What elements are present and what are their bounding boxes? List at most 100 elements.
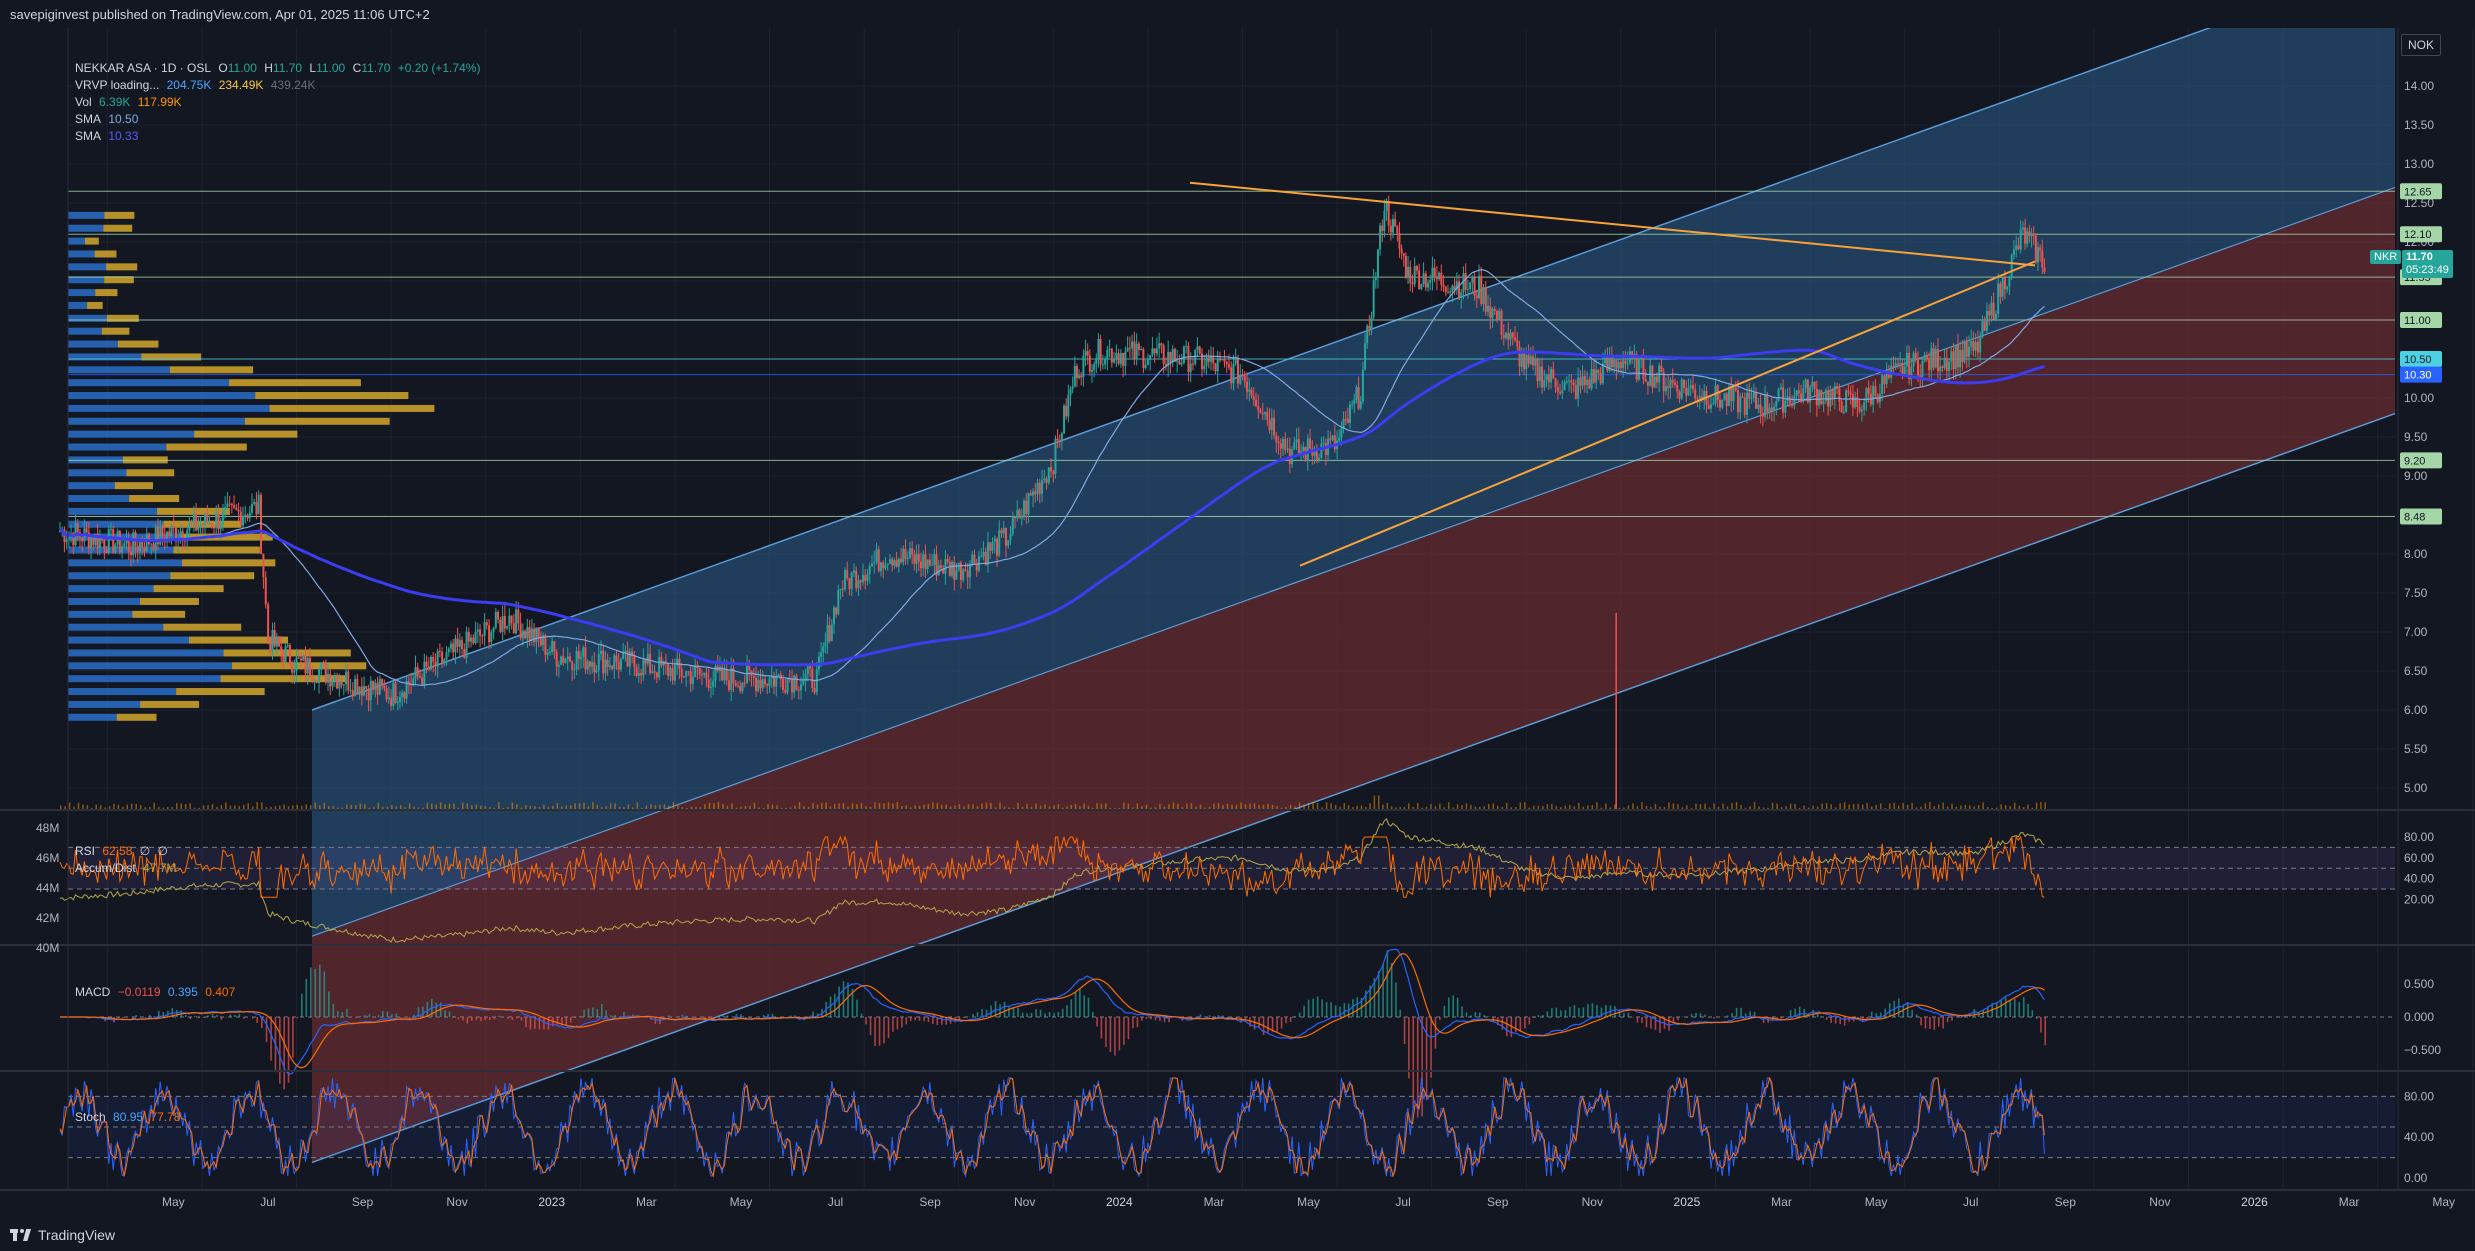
macd-hist-708 — [1641, 1017, 1643, 1024]
candle-body-80 — [237, 509, 240, 512]
currency-badge[interactable]: NOK — [2401, 34, 2442, 56]
candle-body-633 — [1471, 277, 1474, 283]
vol-bar-178 — [457, 807, 460, 810]
candle-body-515 — [1209, 355, 1212, 362]
time-tick-7: Jul — [828, 1195, 843, 1209]
candle-body-806 — [1860, 409, 1863, 412]
macd-hist-468 — [1105, 1017, 1107, 1048]
vol-bar-150 — [395, 806, 398, 810]
vol-bar-496 — [1168, 804, 1170, 810]
candle-body-697 — [1615, 360, 1618, 369]
vol-bar-386 — [923, 804, 925, 810]
macd-hist-678 — [1573, 1005, 1576, 1017]
legend-rsi[interactable]: RSI 62.58 ∅ ∅ — [75, 843, 172, 860]
macd-tick-1: 0.000 — [2404, 1010, 2434, 1024]
candle-body-453 — [1071, 386, 1074, 389]
macd-v3: 0.407 — [205, 985, 236, 999]
candle-body-867 — [1997, 283, 2000, 314]
vol-bar-470 — [1109, 807, 1112, 810]
candle-body-482 — [1135, 343, 1138, 360]
macd-hist-384 — [918, 1017, 921, 1021]
candle-body-539 — [1264, 412, 1267, 415]
candle-body-179 — [458, 640, 461, 647]
candle-body-492 — [1158, 343, 1161, 349]
candle-body-547 — [1282, 439, 1285, 449]
candle-body-67 — [208, 523, 211, 525]
legend-accum[interactable]: Accum/Dist 47.7M — [75, 860, 180, 877]
vol-bar-144 — [382, 806, 384, 810]
vol-bar-746 — [1726, 806, 1729, 810]
candle-body-601 — [1400, 248, 1403, 254]
candle-body-337 — [813, 687, 816, 693]
macd-hist-684 — [1587, 1004, 1589, 1017]
vol-bar-784 — [1812, 805, 1814, 810]
ad-tick-0: 48M — [36, 821, 59, 835]
vp-buy-23 — [68, 417, 245, 425]
candle-body-299 — [727, 680, 730, 691]
candle-body-182 — [465, 631, 468, 658]
macd-hist-480 — [1132, 1017, 1134, 1029]
macd-hist-248 — [614, 1015, 616, 1017]
candle-body-599 — [1396, 226, 1399, 234]
vol-bar-186 — [475, 804, 478, 810]
candle-body-297 — [723, 668, 726, 681]
vol-bar-664 — [1542, 806, 1544, 810]
candle-body-352 — [846, 569, 849, 579]
macd-hist-696 — [1614, 1006, 1616, 1017]
macd-hist-494 — [1163, 1017, 1166, 1023]
macd-hist-870 — [2004, 997, 2007, 1017]
vol-bar-542 — [1271, 804, 1274, 810]
legend-sma-fast[interactable]: SMA 10.50 — [75, 111, 142, 128]
legend-sma-slow[interactable]: SMA 10.33 — [75, 128, 142, 145]
candle-body-418 — [993, 538, 996, 542]
vol-bar-510 — [1199, 804, 1202, 810]
macd-hist-672 — [1560, 1010, 1562, 1017]
candle-body-637 — [1480, 275, 1483, 304]
candle-body-38 — [143, 547, 146, 552]
candle-body-736 — [1703, 391, 1706, 401]
candle-body-574 — [1342, 418, 1345, 428]
legend-main[interactable]: NEKKAR ASA · 1D · OSL O11.00 H11.70 L11.… — [75, 60, 484, 77]
candle-body-845 — [1948, 361, 1951, 371]
vol-bar-142 — [377, 803, 380, 810]
candle-body-725 — [1678, 391, 1681, 399]
candle-body-444 — [1052, 471, 1055, 474]
vol-bar-170 — [439, 802, 442, 810]
candle-body-177 — [454, 638, 457, 653]
candle-body-130 — [349, 690, 352, 692]
vol-bar-52 — [175, 803, 178, 810]
legend-vrvp[interactable]: VRVP loading... 204.75K 234.49K 439.24K — [75, 77, 319, 94]
candle-body-727 — [1682, 379, 1685, 388]
candle-body-279 — [682, 676, 685, 678]
candle-body-518 — [1216, 357, 1219, 372]
macd-hist-716 — [1659, 1017, 1661, 1033]
vol-bar-448 — [1061, 807, 1064, 810]
macd-hist-846 — [1951, 1017, 1953, 1021]
candle-body-812 — [1874, 385, 1877, 396]
vol-bar-334 — [807, 806, 810, 810]
legend-macd[interactable]: MACD −0.0119 0.395 0.407 — [75, 984, 239, 1001]
vol-bar-258 — [636, 802, 639, 810]
candle-body-281 — [687, 671, 690, 673]
vol-bar-4 — [68, 802, 71, 810]
candle-body-776 — [1793, 396, 1796, 406]
candle-body-20 — [103, 540, 106, 550]
vol-bar-870 — [2004, 805, 2007, 810]
brand[interactable]: TradingView — [10, 1227, 115, 1243]
candle-body-126 — [340, 681, 343, 686]
legend-vol[interactable]: Vol 6.39K 117.99K — [75, 94, 186, 111]
candle-body-274 — [671, 667, 674, 681]
candle-body-144 — [381, 678, 384, 686]
candle-body-835 — [1925, 355, 1928, 359]
candle-body-133 — [356, 679, 359, 695]
macd-hist-318 — [771, 1013, 774, 1017]
vol-bar-732 — [1695, 803, 1697, 810]
candle-body-366 — [877, 549, 880, 572]
vol-bar-718 — [1663, 806, 1666, 810]
legend-stoch[interactable]: Stoch 80.95 77.78 — [75, 1109, 184, 1126]
chart-svg[interactable]: 14.0013.5013.0012.5012.0011.5011.0010.50… — [0, 0, 2475, 1218]
candle-body-146 — [385, 688, 388, 700]
candle-body-756 — [1748, 392, 1751, 399]
candle-body-660 — [1532, 356, 1535, 366]
